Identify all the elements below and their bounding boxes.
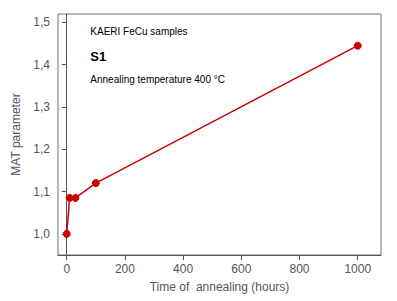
svg-text:400: 400 [173, 262, 193, 276]
svg-text:1,5: 1,5 [33, 15, 50, 29]
svg-text:1000: 1000 [344, 262, 371, 276]
svg-text:800: 800 [290, 262, 310, 276]
svg-text:Time of annealing (hours): Time of annealing (hours) [150, 280, 290, 294]
svg-text:MAT parameter: MAT parameter [9, 93, 23, 175]
svg-text:600: 600 [231, 262, 251, 276]
svg-text:200: 200 [115, 262, 135, 276]
svg-text:1,1: 1,1 [33, 185, 50, 199]
svg-text:1,2: 1,2 [33, 142, 50, 156]
svg-text:Annealing temperature 400 °C: Annealing temperature 400 °C [90, 74, 225, 85]
svg-text:S1: S1 [90, 49, 106, 64]
svg-text:1,4: 1,4 [33, 58, 50, 72]
svg-text:KAERI FeCu samples: KAERI FeCu samples [90, 26, 187, 37]
svg-text:0: 0 [63, 262, 70, 276]
svg-text:1,0: 1,0 [33, 227, 50, 241]
svg-text:1,3: 1,3 [33, 100, 50, 114]
